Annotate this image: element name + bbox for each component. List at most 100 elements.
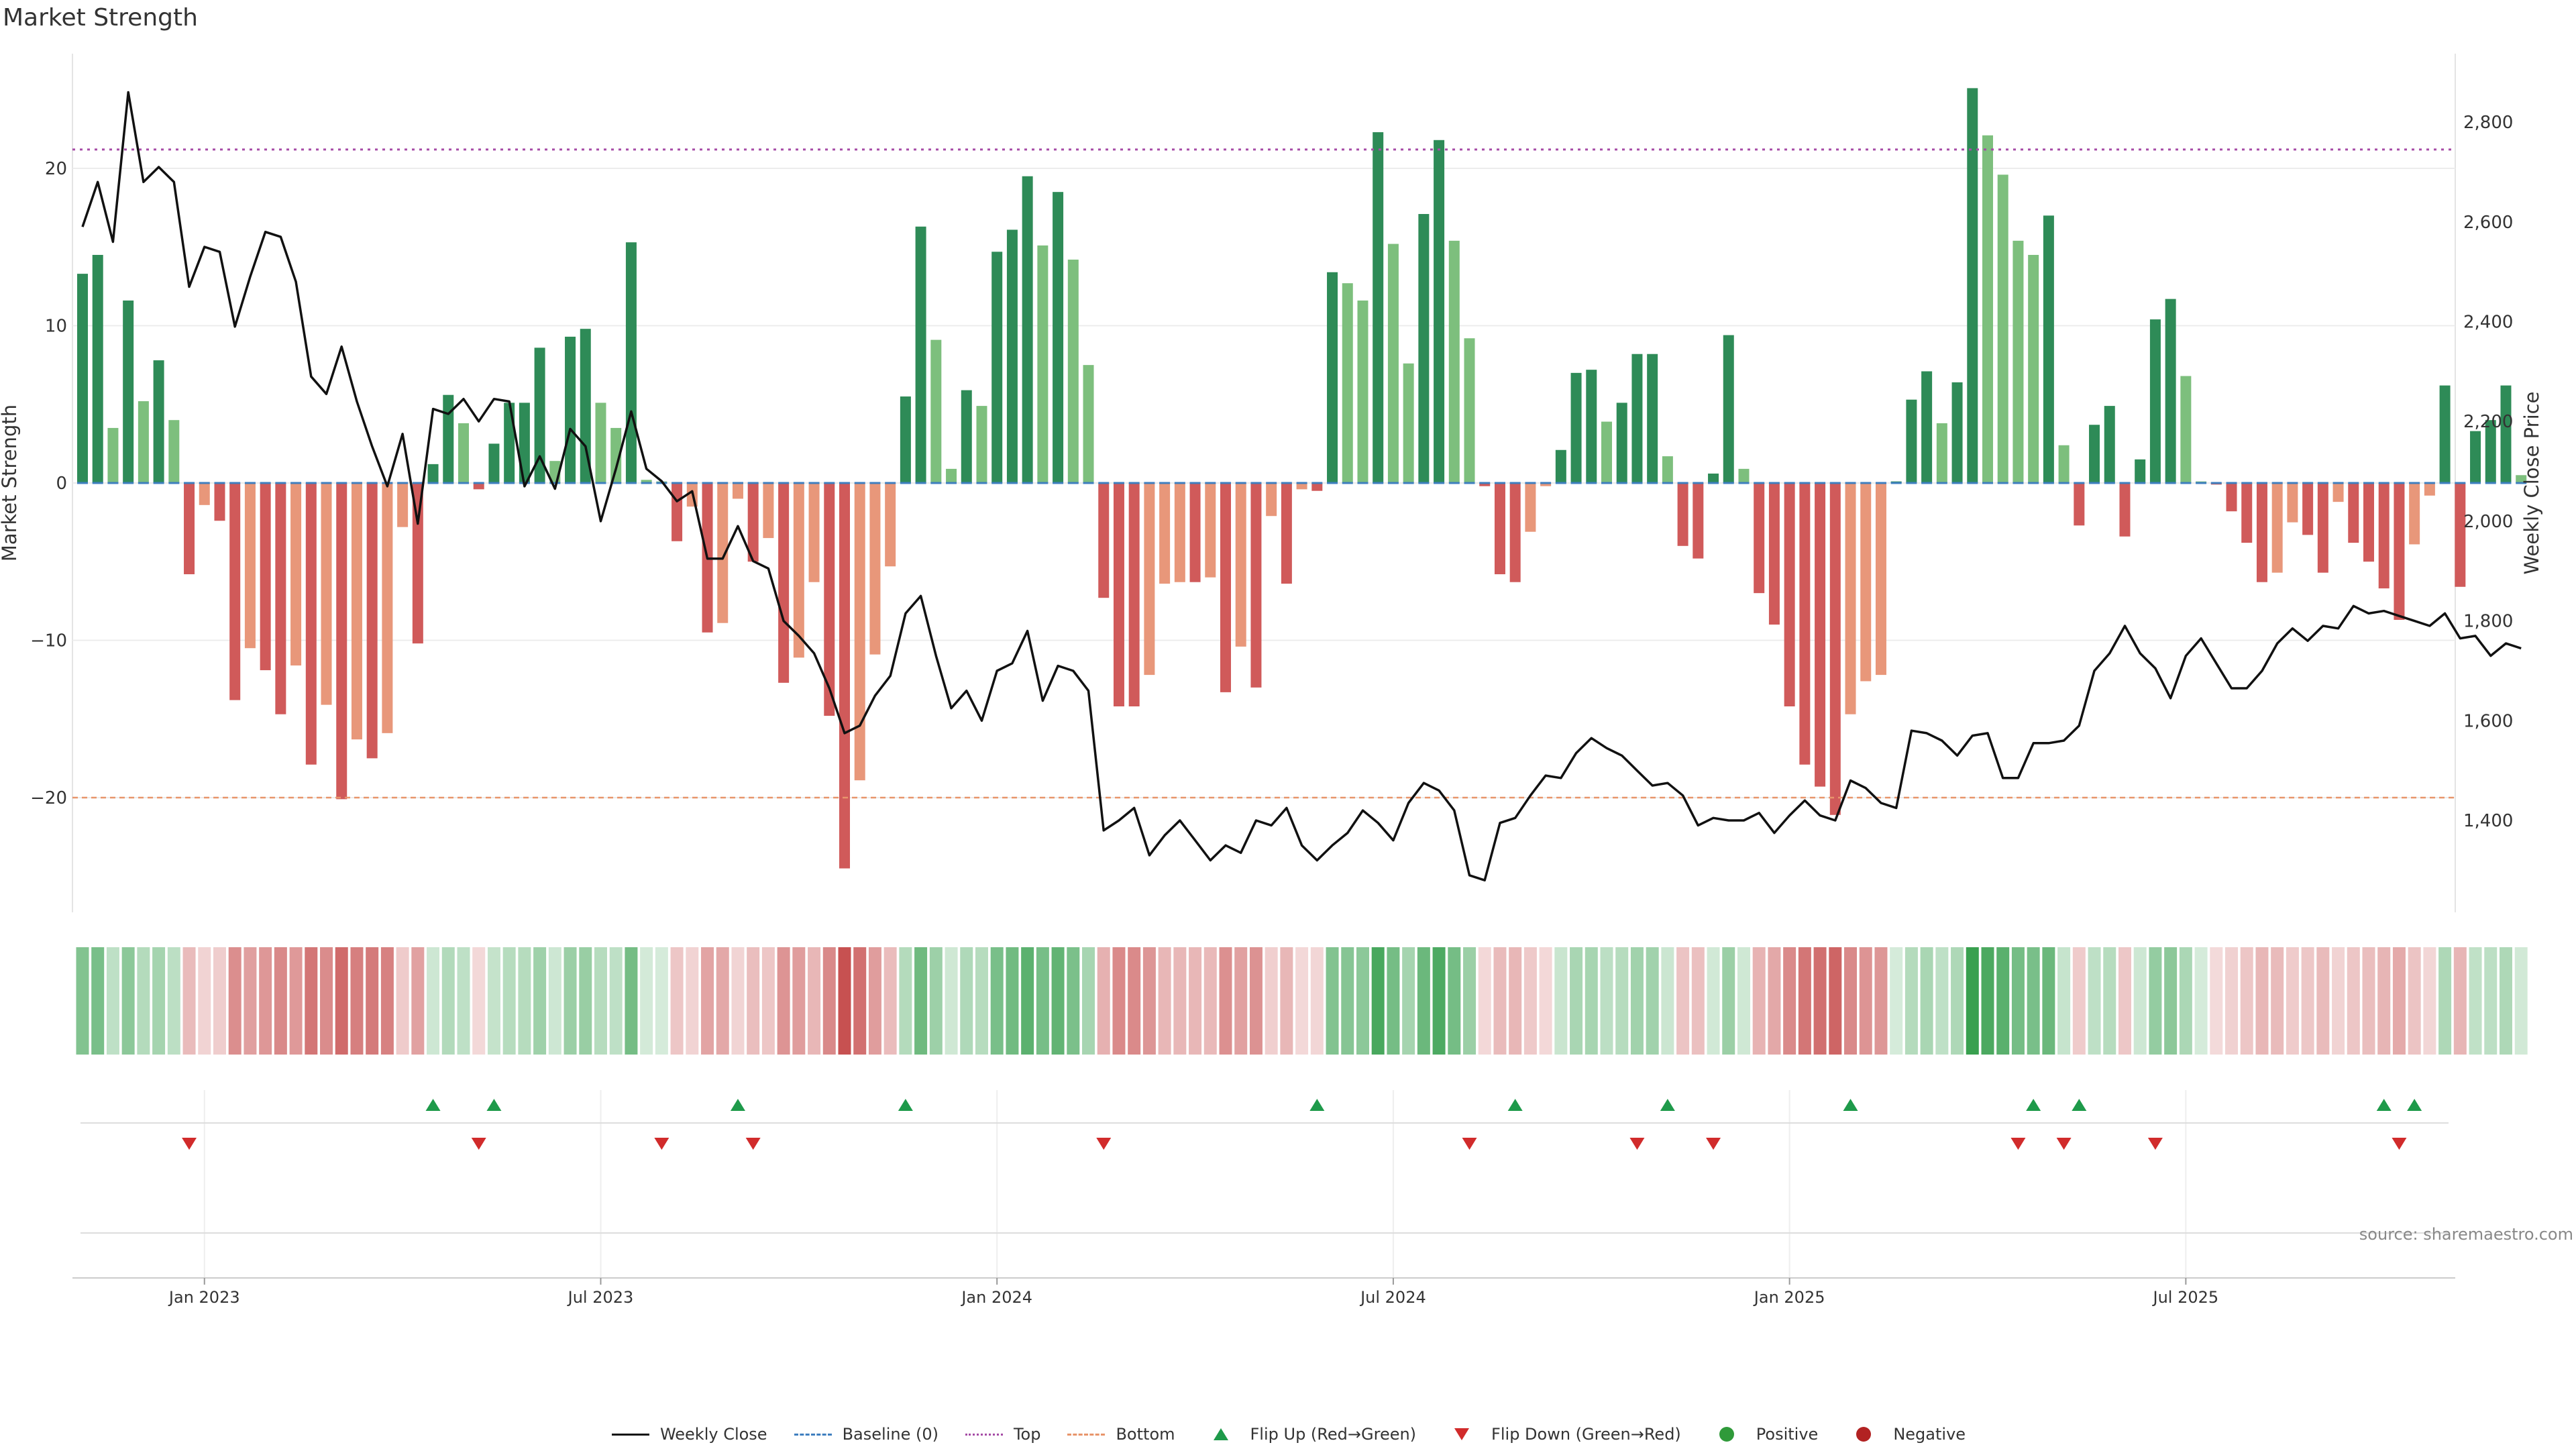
heat-cell <box>518 947 531 1055</box>
y-tick-label: 20 <box>45 159 67 179</box>
heat-cell <box>761 947 775 1055</box>
heat-cell <box>1890 947 1903 1055</box>
flip-up-marker <box>2026 1099 2041 1111</box>
strength-bar <box>2287 483 2298 523</box>
legend-positive-label: Positive <box>1756 1425 1819 1444</box>
legend-flip-down-label: Flip Down (Green→Red) <box>1491 1425 1681 1444</box>
heat-cell <box>1493 947 1507 1055</box>
heat-cell <box>1295 947 1309 1055</box>
strength-bar <box>1189 483 1201 582</box>
y2-tick-label: 2,400 <box>2463 313 2513 333</box>
heat-cell <box>289 947 303 1055</box>
strength-bar <box>458 423 469 483</box>
left-axis-ticks: −20 −10 0 10 20 <box>30 159 67 808</box>
heat-cell <box>213 947 226 1055</box>
x-tick-label: Jul 2024 <box>1359 1288 1426 1307</box>
heat-cell <box>1203 947 1217 1055</box>
y2-tick-label: 2,200 <box>2463 412 2513 432</box>
heat-cell <box>2514 947 2528 1055</box>
strength-bar <box>382 483 393 733</box>
strength-bar <box>839 483 850 869</box>
heat-cell <box>731 947 745 1055</box>
strength-bar <box>1509 483 1521 582</box>
heat-cell <box>1112 947 1126 1055</box>
strength-bar <box>2058 445 2070 483</box>
strength-bar <box>1982 135 1993 483</box>
heat-cell <box>1904 947 1918 1055</box>
weekly-close-line <box>81 91 2522 881</box>
flip-down-marker <box>1462 1138 1477 1150</box>
flip-markers <box>182 1099 2422 1150</box>
strength-bar <box>2394 483 2405 621</box>
heat-cell <box>274 947 287 1055</box>
heat-cell <box>899 947 912 1055</box>
heat-cell <box>1051 947 1065 1055</box>
strength-bar <box>793 483 804 658</box>
heat-cell <box>1280 947 1293 1055</box>
strength-bar <box>610 427 622 483</box>
heat-cell <box>1768 947 1781 1055</box>
strength-bar <box>595 402 606 483</box>
strength-bar <box>275 483 286 714</box>
heat-cell <box>1783 947 1796 1055</box>
strength-bar <box>1738 468 1750 483</box>
legend-baseline: Baseline (0) <box>793 1425 938 1444</box>
heat-cell <box>1829 947 1842 1055</box>
heat-cell <box>1676 947 1690 1055</box>
strength-bar <box>1448 240 1460 483</box>
heat-cell <box>1539 947 1552 1055</box>
strength-bar <box>2470 431 2481 483</box>
strength-bar <box>1479 483 1491 486</box>
heat-cell <box>1920 947 1933 1055</box>
strength-bar <box>77 274 88 483</box>
flip-up-marker <box>486 1099 502 1111</box>
heat-cell <box>1737 947 1750 1055</box>
green-dot-icon <box>1719 1427 1734 1442</box>
heat-cell <box>366 947 379 1055</box>
legend-negative-label: Negative <box>1893 1425 1966 1444</box>
heat-cell <box>350 947 364 1055</box>
strength-bar <box>778 483 790 683</box>
heat-cell <box>1813 947 1827 1055</box>
strength-bar <box>2074 483 2085 526</box>
strength-bar <box>488 443 500 483</box>
strength-bar <box>412 483 423 644</box>
heat-cell <box>76 947 89 1055</box>
x-tick-label: Jul 2025 <box>2152 1288 2219 1307</box>
heat-cell <box>487 947 500 1055</box>
heat-cell <box>441 947 455 1055</box>
legend-flip-down: Flip Down (Green→Red) <box>1442 1425 1681 1444</box>
heat-cell <box>244 947 257 1055</box>
strength-bar <box>2317 483 2328 573</box>
strength-bar <box>214 483 225 521</box>
flip-down-marker <box>2010 1138 2026 1150</box>
strength-bar <box>1784 483 1795 706</box>
strength-bar <box>1357 300 1368 483</box>
strength-bar <box>1525 483 1536 532</box>
strength-bar <box>2378 483 2390 589</box>
strength-bar <box>2348 483 2359 543</box>
heat-cell <box>1356 947 1369 1055</box>
heat-cell <box>1142 947 1156 1055</box>
heat-cell <box>2347 947 2360 1055</box>
heat-cell <box>609 947 623 1055</box>
strength-bar <box>1708 473 1719 483</box>
flip-up-marker <box>898 1099 913 1111</box>
strength-bar <box>1281 483 1292 584</box>
strength-bar <box>1555 449 1566 483</box>
strength-bar <box>1144 483 1155 676</box>
strength-bar <box>1799 483 1811 765</box>
heat-cell <box>1798 947 1811 1055</box>
heat-cell <box>2316 947 2330 1055</box>
strength-bar <box>1128 483 1140 706</box>
heat-cell <box>2164 947 2178 1055</box>
strength-bar <box>107 427 119 483</box>
heat-cell <box>1509 947 1522 1055</box>
heat-cell <box>929 947 943 1055</box>
strength-bar <box>1768 483 1780 625</box>
heat-cell <box>2194 947 2208 1055</box>
strength-bar <box>2302 483 2314 535</box>
right-axis-label: Weekly Close Price <box>2520 392 2543 575</box>
heat-cell <box>1448 947 1461 1055</box>
heat-cell <box>2103 947 2116 1055</box>
